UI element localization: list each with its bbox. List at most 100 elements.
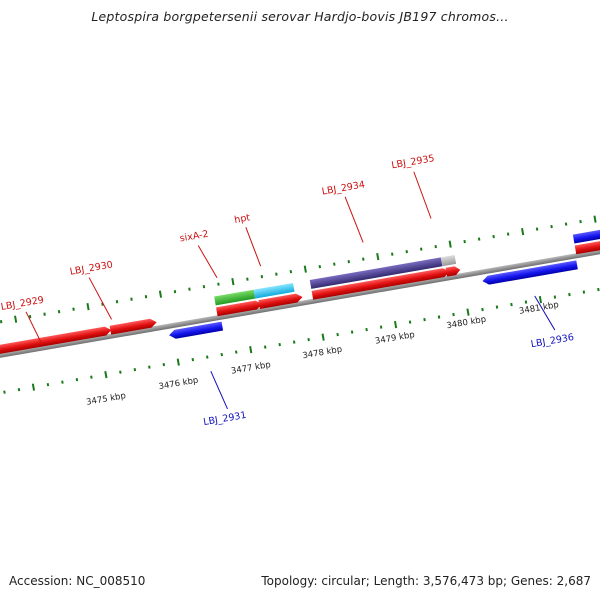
forward-scale-tick-minor: [275, 272, 278, 276]
feature-sixA-2-bar[interactable]: [214, 289, 256, 306]
forward-scale-tick-major: [14, 315, 18, 323]
reverse-scale-tick-minor: [206, 355, 209, 359]
reverse-scale-tick-minor: [307, 337, 310, 342]
forward-scale-tick-minor: [347, 259, 351, 264]
gene-label-LBJ_2929[interactable]: LBJ_2929: [0, 295, 45, 313]
forward-scale-tick-minor: [405, 249, 408, 254]
reverse-scale-tick-minor: [408, 320, 412, 324]
reverse-scale-tick-minor: [234, 350, 238, 354]
accession-text: Accession: NC_008510: [9, 574, 146, 588]
gene-LBJ_2931-arrow[interactable]: [168, 321, 224, 340]
reverse-scale-tick-major: [104, 371, 108, 379]
reverse-scale-tick-minor: [423, 317, 426, 322]
forward-scale-tick-minor: [28, 315, 32, 319]
leader-LBJ_2930: [88, 277, 112, 320]
reverse-scale-tick-minor: [133, 367, 137, 372]
forward-scale-tick-minor: [43, 312, 46, 316]
gene-label-sixA-2[interactable]: sixA-2: [179, 229, 209, 245]
leader-LBJ_2934: [344, 196, 364, 243]
forward-scale-tick-minor: [362, 257, 365, 261]
gene-edge-right-forward-arrow[interactable]: [574, 235, 600, 255]
feature-edge-right-bar[interactable]: [572, 224, 600, 244]
reverse-scale-tick-major: [466, 308, 470, 316]
reverse-scale-tick-minor: [510, 302, 513, 307]
forward-scale-tick-minor: [57, 310, 61, 314]
forward-scale-tick-minor: [434, 244, 437, 249]
forward-scale-tick-minor: [173, 290, 177, 294]
reverse-scale-tick-minor: [61, 380, 64, 384]
forward-scale-tick-minor: [115, 300, 119, 304]
forward-scale-tick-minor: [564, 222, 568, 226]
gene-label-LBJ_2935[interactable]: LBJ_2935: [391, 153, 436, 171]
reverse-scale-tick-major: [321, 333, 325, 341]
gene-LBJ_2930-arrow[interactable]: [109, 318, 158, 335]
reverse-scale-tick-minor: [46, 382, 50, 387]
reverse-scale-tick-major: [176, 358, 180, 366]
chromosome-backbone: [0, 236, 600, 371]
forward-scale-tick-minor: [202, 285, 206, 289]
reverse-scale-tick-minor: [162, 362, 166, 367]
forward-scale-tick-minor: [550, 224, 553, 229]
summary-text: Topology: circular; Length: 3,576,473 bp…: [261, 574, 591, 588]
forward-scale-ticks: [0, 215, 597, 324]
gene-label-LBJ_2931[interactable]: LBJ_2931: [203, 410, 248, 428]
leader-LBJ_2935: [413, 171, 432, 219]
forward-scale-tick-minor: [579, 219, 582, 224]
gene-LBJ_2929-arrow[interactable]: [0, 326, 112, 364]
forward-scale-tick-minor: [260, 275, 264, 279]
reverse-scale-tick-minor: [582, 290, 586, 294]
forward-scale-tick-major: [158, 290, 163, 298]
reverse-scale-tick-minor: [495, 305, 499, 309]
reverse-scale-tick-minor: [524, 300, 528, 304]
forward-scale-tick-minor: [390, 252, 394, 256]
gene-label-LBJ_2930[interactable]: LBJ_2930: [69, 259, 114, 277]
forward-scale-tick-minor: [419, 247, 423, 251]
gene-LBJ_2934-arrow[interactable]: [311, 267, 451, 300]
forward-scale-tick-major: [86, 303, 90, 311]
gene-label-LBJ_2936[interactable]: LBJ_2936: [530, 332, 575, 350]
reverse-scale-tick-minor: [263, 345, 267, 349]
kbp-label-3476: 3476 kbp: [158, 376, 199, 393]
gene-label-hpt[interactable]: hpt: [234, 212, 252, 226]
forward-scale-tick-major: [521, 227, 525, 236]
forward-scale-tick-major: [231, 278, 235, 286]
reverse-scale-tick-minor: [17, 387, 21, 392]
feature-LBJ_2935-bar[interactable]: [440, 255, 457, 267]
forward-scale-tick-minor: [289, 269, 293, 274]
reverse-scale-tick-minor: [119, 370, 122, 374]
kbp-label-3477: 3477 kbp: [230, 360, 271, 377]
reverse-scale-tick-minor: [553, 295, 557, 299]
gene-label-LBJ_2934[interactable]: LBJ_2934: [321, 179, 366, 197]
feature-hpt-bar[interactable]: [253, 282, 295, 299]
gene-LBJ_2936-arrow[interactable]: [482, 260, 578, 285]
gene-hpt-arrow[interactable]: [258, 293, 303, 309]
reverse-scale-tick-minor: [452, 312, 455, 317]
feature-LBJ_2934-bar[interactable]: [309, 257, 443, 289]
gene-sixA-2-arrow[interactable]: [216, 300, 263, 317]
reverse-scale-tick-major: [393, 320, 398, 329]
reverse-scale-ticks: [3, 287, 600, 394]
leader-LBJ_2931: [210, 371, 228, 410]
reverse-scale-tick-minor: [597, 287, 600, 292]
kbp-label-3480: 3480 kbp: [446, 315, 487, 332]
forward-scale-tick-major: [376, 253, 380, 261]
forward-scale-tick-minor: [333, 262, 336, 266]
reverse-scale-tick-minor: [148, 365, 151, 369]
reverse-scale-tick-minor: [568, 292, 571, 297]
reverse-scale-tick-minor: [350, 330, 354, 334]
forward-scale-tick-minor: [506, 232, 510, 236]
forward-scale-tick-minor: [188, 287, 191, 291]
forward-scale-tick-major: [303, 265, 307, 273]
forward-scale-tick-minor: [246, 277, 249, 281]
forward-scale-tick-minor: [477, 237, 481, 241]
reverse-scale-tick-major: [538, 295, 543, 304]
gene-LBJ_2935-arrow[interactable]: [445, 265, 461, 277]
forward-scale-tick-major: [448, 240, 452, 248]
kbp-label-3479: 3479 kbp: [374, 330, 415, 347]
reverse-scale-tick-minor: [365, 327, 368, 332]
forward-scale-tick-minor: [217, 282, 220, 286]
reverse-scale-tick-minor: [220, 352, 223, 357]
forward-scale-tick-major: [593, 215, 597, 223]
forward-scale-tick-minor: [492, 234, 495, 239]
